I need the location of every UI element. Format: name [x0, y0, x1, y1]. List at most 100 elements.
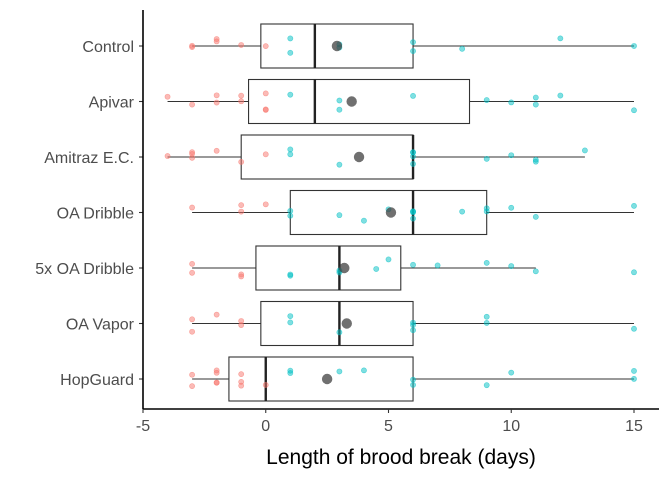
data-point [483, 97, 490, 103]
data-point [238, 208, 245, 215]
data-point [189, 204, 195, 211]
data-point [508, 263, 515, 269]
data-point [164, 93, 171, 100]
data-point [336, 97, 343, 104]
data-point [189, 260, 195, 267]
mean-marker [321, 373, 333, 385]
data-point [213, 147, 220, 154]
box-iqr [260, 23, 414, 69]
data-point [508, 99, 515, 106]
data-point [336, 329, 343, 336]
box-iqr [255, 245, 402, 291]
data-point [582, 147, 588, 154]
data-point [361, 367, 367, 374]
data-point [287, 146, 294, 153]
data-point [532, 101, 539, 108]
data-point [410, 382, 416, 388]
data-point [336, 161, 343, 168]
data-point [631, 107, 637, 114]
data-point [213, 38, 220, 45]
data-point [238, 159, 245, 165]
data-point [213, 99, 220, 106]
data-point [410, 149, 416, 156]
x-tick-label: 15 [625, 418, 643, 435]
data-point [631, 368, 637, 374]
y-tick-label: Amitraz E.C. [44, 150, 134, 167]
data-point [189, 383, 195, 390]
data-point [287, 212, 294, 219]
x-tick-label: 5 [384, 418, 393, 435]
mean-marker [341, 318, 352, 329]
mean-marker [331, 40, 343, 52]
data-point [508, 369, 515, 376]
data-point [483, 259, 490, 266]
axes-layer: Control Apivar Amitraz E.C. OA Dribble 5x OA… [35, 10, 659, 435]
data-point [631, 325, 637, 332]
y-tick-label: OA Dribble [57, 206, 134, 223]
data-point [238, 42, 245, 48]
data-point [238, 273, 245, 280]
box-layer [167, 23, 634, 402]
data-point [557, 92, 564, 99]
data-point [410, 93, 416, 99]
y-tick-label: OA Vapor [66, 317, 135, 334]
data-point [336, 106, 343, 113]
data-point [164, 153, 171, 159]
data-point [631, 202, 637, 209]
data-point [213, 369, 220, 376]
box-group-0 [192, 23, 634, 69]
data-point [508, 152, 515, 159]
data-point [262, 107, 269, 113]
data-point [336, 368, 343, 375]
data-point [262, 201, 269, 208]
box-iqr [228, 356, 414, 402]
data-point [287, 208, 294, 214]
mean-marker [353, 151, 365, 163]
data-point [287, 91, 294, 98]
y-tick-label: Apivar [89, 95, 135, 112]
jitter-points-layer [164, 35, 637, 390]
data-point [336, 212, 343, 219]
data-point [238, 98, 245, 105]
data-point [410, 327, 416, 334]
data-point [189, 44, 195, 50]
data-point [483, 382, 490, 389]
box-group-2 [167, 134, 585, 180]
data-point [508, 204, 515, 211]
mean-markers-layer [321, 40, 397, 385]
mean-marker [339, 262, 350, 274]
data-point [532, 268, 539, 275]
data-point [459, 45, 466, 52]
data-point [262, 43, 269, 50]
data-point [410, 39, 416, 46]
x-axis-title: Length of brood break (days) [266, 446, 536, 469]
data-point [631, 375, 637, 382]
data-point [410, 322, 416, 328]
data-point [262, 90, 269, 97]
data-point [410, 208, 416, 215]
data-point [410, 376, 416, 383]
data-point [385, 256, 392, 263]
data-point [287, 367, 294, 374]
data-point [189, 328, 195, 335]
y-tick-label: HopGuard [60, 372, 134, 389]
data-point [189, 151, 195, 157]
data-point [238, 382, 245, 389]
data-point [213, 311, 220, 318]
box-iqr [240, 134, 414, 180]
data-point [434, 262, 441, 269]
data-point [532, 213, 539, 220]
y-tick-label: 5x OA Dribble [35, 261, 134, 278]
box-group-1 [167, 78, 634, 125]
x-tick-label: -5 [136, 418, 150, 435]
x-tick-label: 10 [502, 418, 520, 435]
data-point [287, 49, 294, 56]
data-point [631, 269, 637, 276]
data-point [238, 92, 245, 99]
data-point [287, 313, 294, 320]
data-point [189, 269, 195, 276]
data-point [262, 382, 269, 388]
data-point [189, 371, 195, 378]
data-point [213, 92, 220, 99]
